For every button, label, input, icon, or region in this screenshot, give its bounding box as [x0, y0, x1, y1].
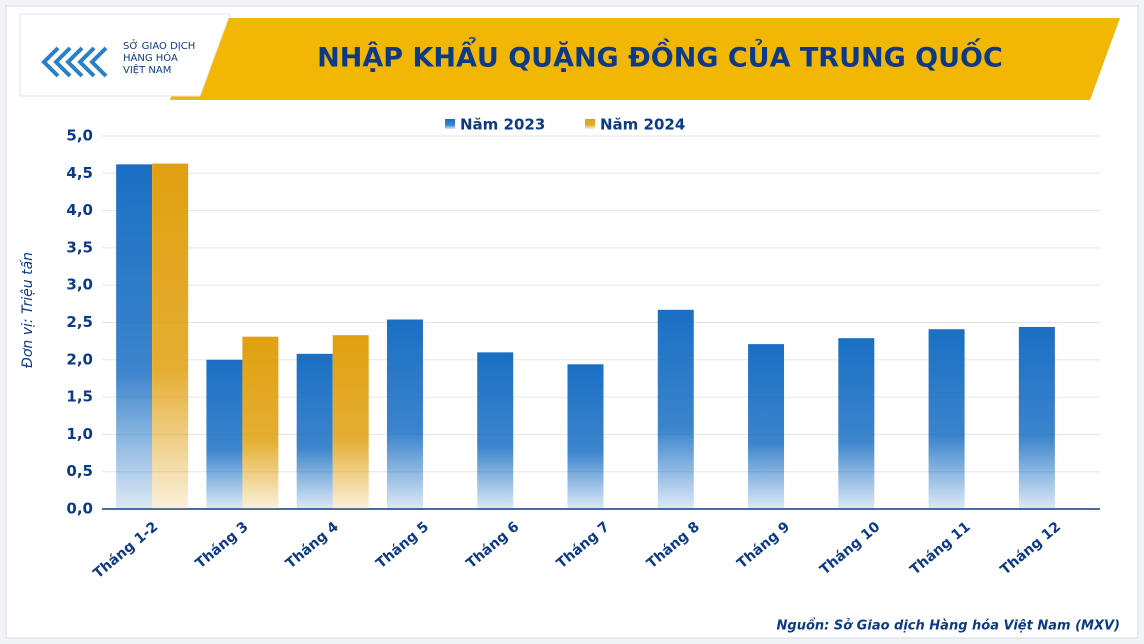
chart-title: NHẬP KHẨU QUẶNG ĐỒNG CỦA TRUNG QUỐC — [317, 37, 1003, 74]
bar — [928, 329, 965, 509]
y-tick-label: 1,0 — [66, 425, 93, 443]
bar — [206, 359, 243, 509]
logo-box — [19, 13, 231, 97]
y-axis-label: Đơn vị: Triệu tấn — [20, 252, 36, 368]
logo-text: HÀNG HÓA — [123, 51, 178, 64]
bar — [332, 335, 369, 509]
bar — [567, 364, 604, 509]
legend-swatch — [585, 119, 595, 129]
y-tick-label: 4,5 — [66, 164, 93, 182]
legend-label: Năm 2024 — [600, 116, 685, 134]
bar — [296, 353, 333, 509]
logo-text: SỞ GIAO DỊCH — [123, 38, 195, 52]
bar — [657, 309, 694, 509]
title-banner — [170, 18, 1120, 100]
bar — [1018, 326, 1055, 509]
bar — [386, 319, 423, 509]
bar — [748, 344, 785, 509]
y-tick-label: 1,5 — [66, 388, 93, 406]
bar — [242, 336, 279, 509]
bar — [152, 163, 189, 510]
legend-swatch — [445, 119, 455, 129]
y-tick-label: 5,0 — [66, 127, 93, 145]
y-tick-label: 4,0 — [66, 201, 93, 219]
source-note: Nguồn: Sở Giao dịch Hàng hóa Việt Nam (M… — [777, 619, 1120, 634]
bar — [116, 164, 153, 509]
legend-label: Năm 2023 — [460, 116, 545, 134]
y-tick-label: 0,0 — [66, 500, 93, 518]
y-tick-label: 2,0 — [66, 350, 93, 368]
y-tick-label: 3,0 — [66, 276, 93, 294]
y-tick-label: 0,5 — [66, 462, 93, 480]
logo-text: VIỆT NAM — [123, 63, 171, 76]
y-tick-label: 3,5 — [66, 238, 93, 256]
y-tick-label: 2,5 — [66, 313, 93, 331]
bar — [477, 352, 514, 509]
logo-icon — [41, 46, 108, 78]
bar — [838, 338, 875, 509]
